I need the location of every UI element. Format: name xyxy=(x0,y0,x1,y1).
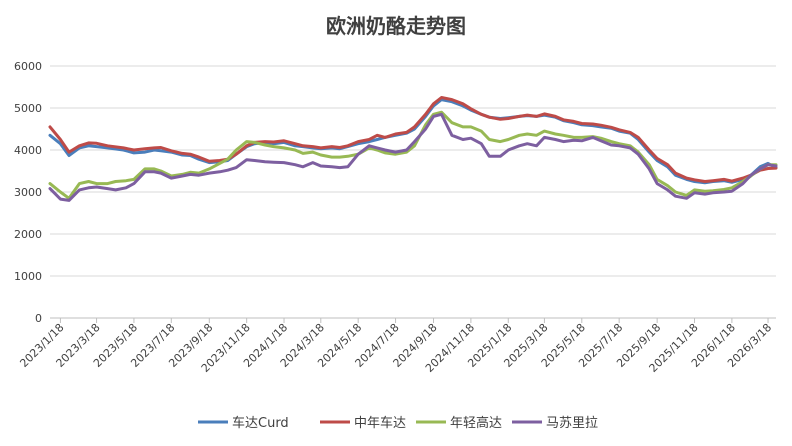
series-line xyxy=(48,112,778,202)
y-tick-label: 2000 xyxy=(14,228,42,241)
y-tick-label: 3000 xyxy=(14,186,42,199)
legend: 车达Curd 中年车达 年轻高达 马苏里拉 xyxy=(198,415,598,431)
y-axis-tick-labels: 0 1000 2000 3000 4000 5000 6000 xyxy=(14,60,42,325)
legend-item: 马苏里拉 xyxy=(512,415,598,431)
legend-label: 车达Curd xyxy=(232,415,289,431)
legend-label: 中年车达 xyxy=(354,415,406,431)
x-axis xyxy=(50,317,776,323)
y-tick-label: 6000 xyxy=(14,60,42,73)
legend-item: 车达Curd xyxy=(198,415,289,431)
y-tick-label: 5000 xyxy=(14,102,42,115)
series-line xyxy=(48,96,778,183)
y-tick-label: 0 xyxy=(35,312,42,325)
series-lines xyxy=(48,96,778,202)
series-line xyxy=(48,110,778,200)
legend-item: 年轻高达 xyxy=(416,415,502,431)
y-tick-label: 4000 xyxy=(14,144,42,157)
legend-label: 年轻高达 xyxy=(450,415,502,431)
chart-title: 欧洲奶酪走势图 xyxy=(326,14,466,38)
legend-item: 中年车达 xyxy=(320,415,406,431)
y-tick-label: 1000 xyxy=(14,270,42,283)
legend-label: 马苏里拉 xyxy=(546,415,598,431)
